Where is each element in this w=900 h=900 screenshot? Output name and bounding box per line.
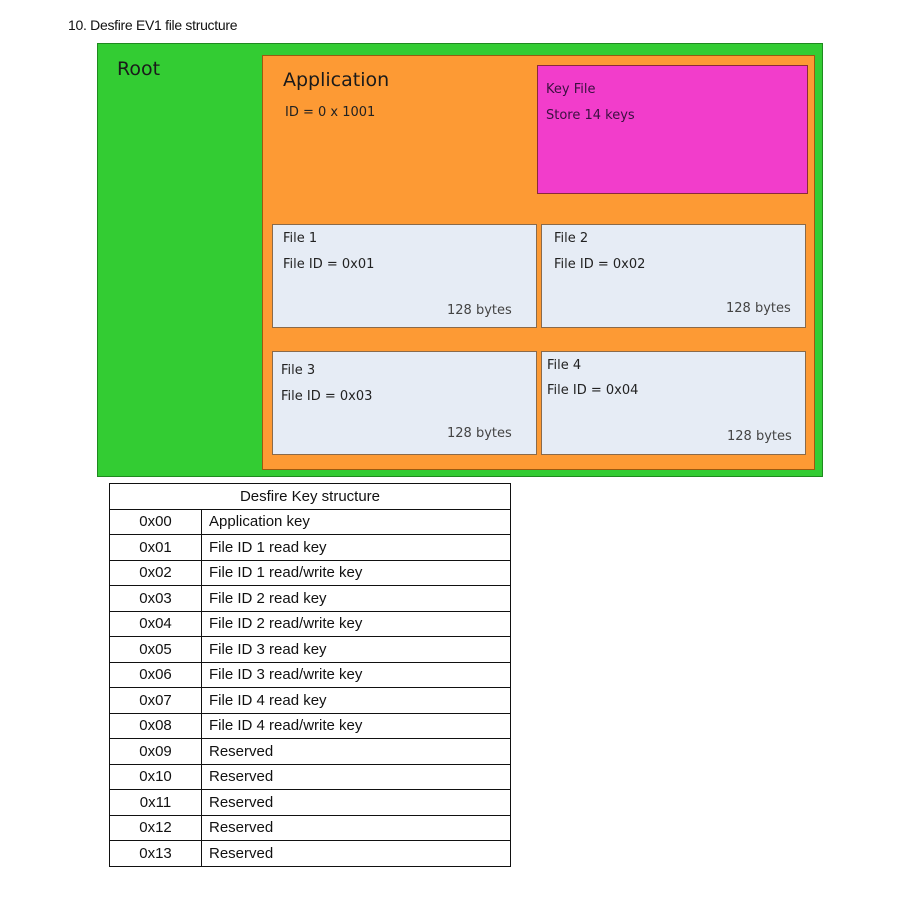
- key-description: File ID 4 read key: [201, 687, 511, 714]
- table-row: 0x09 Reserved: [109, 738, 511, 765]
- file-4-size: 128 bytes: [727, 429, 792, 444]
- key-description: File ID 1 read key: [201, 534, 511, 561]
- table-row: 0x04 File ID 2 read/write key: [109, 610, 511, 637]
- file-3-size: 128 bytes: [447, 426, 512, 441]
- key-description: Reserved: [201, 738, 511, 765]
- table-row: 0x10 Reserved: [109, 763, 511, 790]
- key-description: File ID 3 read key: [201, 636, 511, 663]
- section-title: 10. Desfire EV1 file structure: [68, 17, 238, 33]
- file-2-label: File 2: [554, 231, 589, 246]
- file-1-label: File 1: [283, 231, 318, 246]
- key-description: File ID 2 read/write key: [201, 610, 511, 637]
- table-row: 0x12 Reserved: [109, 814, 511, 841]
- table-row: 0x02 File ID 1 read/write key: [109, 559, 511, 586]
- file-4-id: File ID = 0x04: [547, 383, 639, 398]
- file-3-box: [272, 351, 537, 455]
- key-description: File ID 4 read/write key: [201, 712, 511, 739]
- table-row: 0x13 Reserved: [109, 840, 511, 867]
- key-number: 0x02: [109, 559, 202, 586]
- application-id: ID = 0 x 1001: [285, 105, 376, 120]
- key-description: Reserved: [201, 763, 511, 790]
- table-header: Desfire Key structure: [109, 483, 511, 510]
- application-label: Application: [283, 69, 390, 91]
- file-4-box: [541, 351, 806, 455]
- key-structure-table: Desfire Key structure 0x00 Application ke…: [109, 483, 511, 867]
- key-file-desc: Store 14 keys: [546, 108, 635, 123]
- key-number: 0x04: [109, 610, 202, 637]
- root-label: Root: [117, 58, 161, 80]
- key-file-box: [537, 65, 808, 194]
- file-3-label: File 3: [281, 363, 316, 378]
- file-3-id: File ID = 0x03: [281, 389, 373, 404]
- key-number: 0x06: [109, 661, 202, 688]
- key-number: 0x09: [109, 738, 202, 765]
- key-number: 0x10: [109, 763, 202, 790]
- table-row: 0x05 File ID 3 read key: [109, 636, 511, 663]
- key-number: 0x03: [109, 585, 202, 612]
- key-description: File ID 2 read key: [201, 585, 511, 612]
- key-description: Reserved: [201, 840, 511, 867]
- key-description: Reserved: [201, 814, 511, 841]
- key-number: 0x11: [109, 789, 202, 816]
- table-row: 0x11 Reserved: [109, 789, 511, 816]
- key-number: 0x01: [109, 534, 202, 561]
- key-number: 0x08: [109, 712, 202, 739]
- key-description: File ID 1 read/write key: [201, 559, 511, 586]
- file-1-box: [272, 224, 537, 328]
- key-description: File ID 3 read/write key: [201, 661, 511, 688]
- table-row: 0x03 File ID 2 read key: [109, 585, 511, 612]
- file-2-size: 128 bytes: [726, 301, 791, 316]
- file-1-id: File ID = 0x01: [283, 257, 375, 272]
- key-number: 0x07: [109, 687, 202, 714]
- key-number: 0x13: [109, 840, 202, 867]
- key-number: 0x00: [109, 508, 202, 535]
- key-description: Application key: [201, 508, 511, 535]
- file-4-label: File 4: [547, 358, 582, 373]
- key-description: Reserved: [201, 789, 511, 816]
- table-row: 0x00 Application key: [109, 508, 511, 535]
- table-row: 0x07 File ID 4 read key: [109, 687, 511, 714]
- file-1-size: 128 bytes: [447, 303, 512, 318]
- table-row: 0x06 File ID 3 read/write key: [109, 661, 511, 688]
- table-row: 0x01 File ID 1 read key: [109, 534, 511, 561]
- file-2-box: [541, 224, 806, 328]
- file-2-id: File ID = 0x02: [554, 257, 646, 272]
- key-number: 0x05: [109, 636, 202, 663]
- key-file-label: Key File: [546, 82, 596, 97]
- table-row: 0x08 File ID 4 read/write key: [109, 712, 511, 739]
- key-number: 0x12: [109, 814, 202, 841]
